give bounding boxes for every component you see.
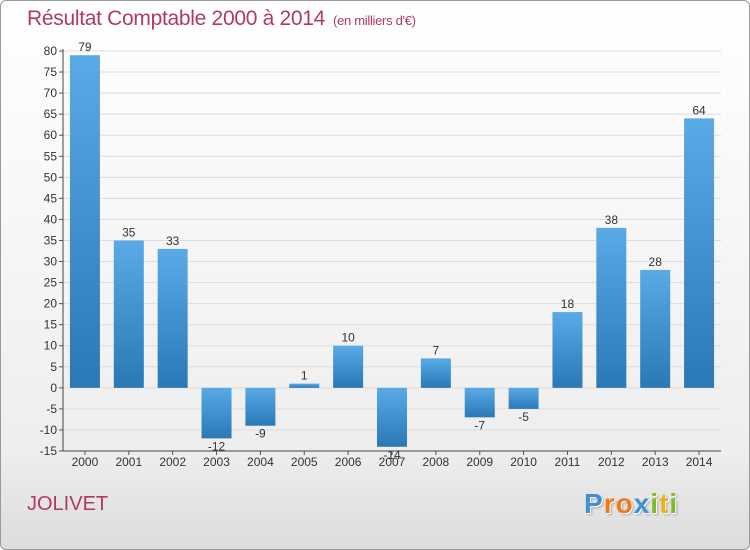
bar	[69, 55, 100, 388]
bar	[464, 387, 495, 418]
y-tick-label: 65	[44, 107, 58, 121]
y-tick-label: 20	[44, 297, 58, 311]
bar	[113, 240, 144, 388]
data-label: -9	[255, 427, 266, 441]
data-label: -5	[518, 410, 529, 424]
bar	[201, 387, 232, 439]
y-tick-label: 25	[44, 276, 58, 290]
bar	[333, 345, 364, 388]
y-tick-label: -15	[40, 444, 58, 458]
y-tick-label: 35	[44, 233, 58, 247]
data-label: 33	[166, 234, 180, 248]
data-label: 64	[692, 103, 706, 117]
x-tick-label: 2014	[686, 455, 713, 469]
y-tick-label: 70	[44, 86, 58, 100]
y-tick-label: 15	[44, 318, 58, 332]
bar	[157, 248, 188, 388]
bar	[640, 269, 671, 388]
x-tick-label: 2000	[72, 455, 99, 469]
data-label: 10	[341, 331, 355, 345]
data-label: 79	[78, 40, 92, 54]
logo-letter: x	[633, 488, 651, 519]
y-tick-label: 5	[50, 360, 57, 374]
x-tick-label: 2012	[598, 455, 625, 469]
data-label: -7	[474, 418, 485, 432]
y-tick-label: 40	[44, 212, 58, 226]
x-tick-label: 2005	[291, 455, 318, 469]
bar	[684, 118, 715, 388]
x-tick-label: 2008	[423, 455, 450, 469]
x-tick-label: 2010	[510, 455, 537, 469]
bar	[289, 383, 320, 388]
logo-letter: t	[659, 488, 670, 519]
y-tick-label: 50	[44, 170, 58, 184]
x-tick-label: 2002	[159, 455, 186, 469]
logo-letter: o	[615, 488, 634, 519]
bar	[245, 387, 276, 426]
y-tick-label: 45	[44, 191, 58, 205]
bar	[596, 227, 627, 388]
y-tick-label: 55	[44, 149, 58, 163]
y-tick-label: 80	[44, 44, 58, 58]
chart-title-unit: (en milliers d'€)	[333, 13, 416, 28]
chart-title: Résultat Comptable 2000 à 2014 (en millie…	[27, 7, 416, 31]
bar	[377, 387, 407, 447]
x-tick-label: 2006	[335, 455, 362, 469]
y-tick-label: 60	[44, 128, 58, 142]
chart-title-text: Résultat Comptable 2000 à 2014	[27, 7, 326, 30]
x-tick-label: 2001	[115, 455, 142, 469]
x-tick-label: 2011	[555, 455, 581, 469]
y-tick-label: 75	[44, 65, 58, 79]
data-label: -12	[208, 439, 226, 453]
data-label: 7	[433, 343, 440, 357]
data-label: 1	[301, 369, 308, 383]
bar	[552, 312, 583, 388]
bar	[508, 387, 539, 409]
x-tick-label: 2003	[203, 455, 230, 469]
y-tick-label: 0	[50, 381, 57, 395]
logo-letter: r	[603, 488, 616, 519]
data-label: 28	[649, 255, 663, 269]
x-tick-label: 2004	[247, 455, 274, 469]
logo-letter: P	[584, 488, 604, 519]
data-label: 38	[605, 213, 619, 227]
logo-letter: i	[650, 488, 660, 519]
y-tick-label: -10	[40, 423, 58, 437]
data-label: 35	[122, 225, 136, 239]
x-tick-label: 2013	[642, 455, 669, 469]
bar	[420, 358, 451, 388]
x-tick-label: 2009	[466, 455, 493, 469]
proxiti-logo: Proxiti	[584, 488, 678, 520]
commune-name: JOLIVET	[27, 493, 109, 515]
y-tick-label: -5	[46, 402, 57, 416]
logo-letter: i	[669, 488, 679, 519]
data-label: 18	[561, 297, 575, 311]
y-tick-label: 30	[44, 255, 58, 269]
y-tick-label: 10	[44, 339, 58, 353]
x-tick-label: 2007	[379, 455, 406, 469]
